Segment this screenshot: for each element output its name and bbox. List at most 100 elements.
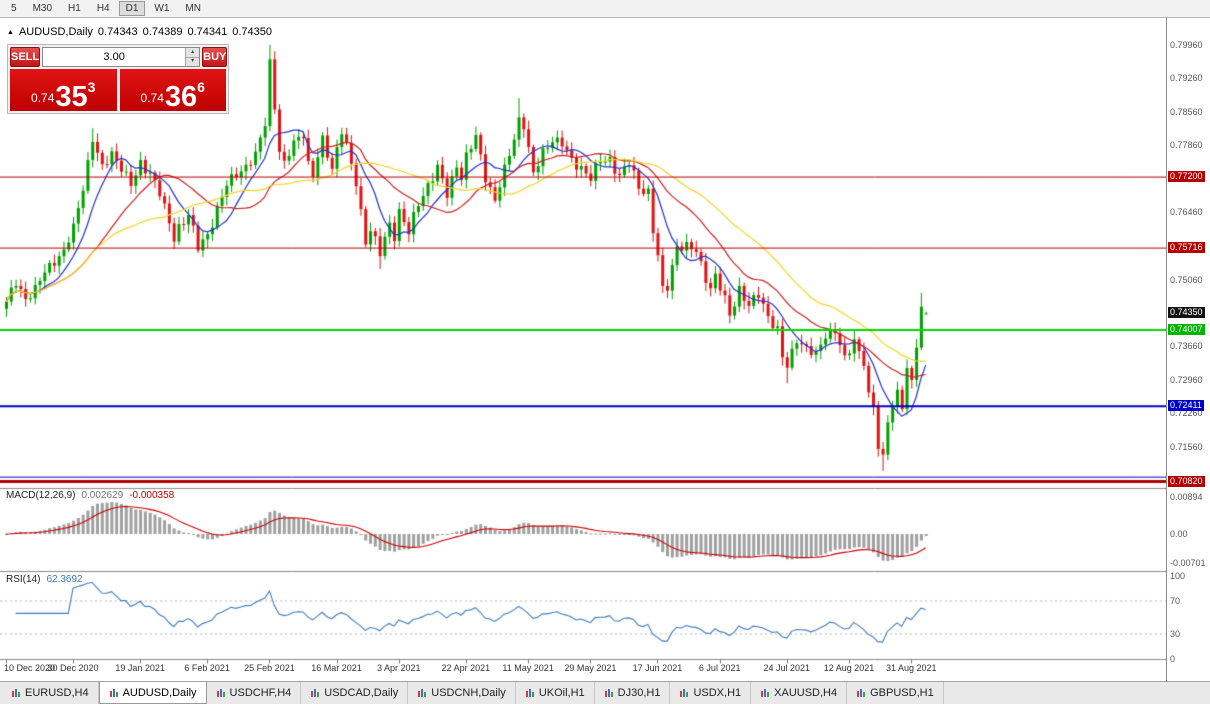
chart-icon [109, 688, 118, 697]
bid-price[interactable]: 0.74 35 3 [10, 69, 117, 111]
bid-pipette: 3 [87, 79, 96, 95]
chart-tab-AUDUSD,Daily[interactable]: AUDUSD,Daily [98, 682, 207, 704]
tab-label: DJ30,H1 [617, 687, 661, 699]
chart-tab-USDCAD,Daily[interactable]: USDCAD,Daily [301, 682, 409, 704]
chart-tab-USDCNH,Daily[interactable]: USDCNH,Daily [408, 682, 516, 704]
macd-main-value: 0.002629 [81, 490, 124, 501]
bid-prefix: 0.74 [31, 91, 55, 105]
axis-label: 0.00 [1170, 529, 1188, 539]
tab-label: XAUUSD,H4 [774, 687, 838, 699]
axis-label: 0.73660 [1170, 341, 1203, 352]
axis-label: 0.72260 [1170, 408, 1203, 419]
close-value: 0.74350 [232, 26, 272, 38]
timeframe-toolbar: 5 M30 H1 H4 D1 W1 MN [0, 0, 1210, 18]
axis-label: 0.71560 [1170, 441, 1203, 452]
chart-icon [311, 689, 320, 697]
price-line-label: 0.74007 [1168, 323, 1205, 335]
price-axis[interactable]: 0.79960 0.79260 0.78560 0.77860 0.76460 0.750… [1166, 18, 1210, 681]
date-label: 6 Feb 2021 [184, 663, 230, 673]
timeframe-button-D1[interactable]: D1 [118, 1, 146, 16]
ask-pipette: 6 [197, 79, 205, 95]
chart-tab-EURUSD,H4[interactable]: EURUSD,H4 [2, 682, 99, 704]
date-label: 31 Aug 2021 [886, 663, 937, 673]
axis-label: 100 [1170, 571, 1186, 582]
price-line-label: 0.77200 [1168, 171, 1205, 183]
axis-label: 0.72960 [1170, 374, 1203, 385]
timeframe-button-H1[interactable]: H1 [61, 1, 88, 16]
tab-label: UKOil,H1 [538, 687, 585, 699]
low-value: 0.74341 [187, 26, 228, 38]
chart-icon [216, 689, 225, 697]
high-value: 0.74389 [142, 26, 183, 38]
date-label: 3 Apr 2021 [376, 663, 421, 673]
macd-header: MACD(12,26,9) 0.002629 -0.000358 [6, 490, 174, 501]
timeframe-button-5[interactable]: 5 [4, 1, 24, 16]
chart-tabs-bar: EURUSD,H4 AUDUSD,Daily USDCHF,H4 USDCAD,Dai… [0, 681, 1210, 704]
timeframe-button-MN[interactable]: MN [178, 1, 208, 16]
date-label: 16 Mar 2021 [311, 663, 362, 673]
axis-label: 30 [1170, 629, 1181, 639]
date-label: 22 Apr 2021 [441, 663, 491, 673]
chart-icon [418, 689, 427, 697]
chart-tab-USDCHF,H4[interactable]: USDCHF,H4 [207, 682, 302, 704]
chart-tab-DJ30,H1[interactable]: DJ30,H1 [595, 682, 671, 704]
axis-label: -0.00701 [1170, 557, 1206, 568]
open-value: 0.74343 [97, 26, 138, 38]
volume-down-button[interactable]: ▾ [186, 57, 200, 66]
price-line-label: 0.74350 [1168, 307, 1205, 319]
date-label: 24 Jul 2021 [763, 663, 811, 673]
chart-icon [680, 689, 689, 697]
tab-label: AUDUSD,Daily [122, 686, 197, 699]
axis-label: 70 [1170, 596, 1181, 606]
date-label: 17 Jun 2021 [632, 663, 683, 673]
tab-label: USDCAD,Daily [324, 687, 399, 699]
tab-label: USDCHF,H4 [229, 687, 292, 699]
axis-label: 0.77860 [1170, 140, 1203, 151]
tab-label: EURUSD,H4 [25, 687, 89, 699]
price-line-label: 0.70820 [1168, 476, 1205, 488]
volume-input[interactable] [43, 48, 186, 66]
price-line-label: 0.72411 [1168, 400, 1204, 412]
date-label: 19 Jan 2021 [115, 663, 165, 673]
buy-button[interactable]: BUY [202, 47, 228, 67]
chart-tab-XAUUSD,H4[interactable]: XAUUSD,H4 [751, 682, 848, 704]
rsi-value: 62.3692 [46, 574, 83, 585]
volume-control[interactable]: ▴ ▾ [42, 47, 201, 67]
price-line-label: 0.75716 [1168, 242, 1205, 254]
sell-button[interactable]: SELL [10, 47, 41, 67]
date-label: 10 Dec 2020 [4, 663, 56, 673]
ask-prefix: 0.74 [140, 91, 164, 105]
axis-label: 0.78560 [1170, 106, 1203, 117]
macd-title: MACD(12,26,9) [6, 490, 76, 501]
timeframe-button-W1[interactable]: W1 [147, 1, 176, 16]
axis-label: 0 [1170, 653, 1176, 664]
chart-icon [12, 689, 20, 697]
date-label: 12 Aug 2021 [823, 663, 875, 673]
price-chart-canvas[interactable] [0, 18, 1166, 681]
chart-tab-UKOil,H1[interactable]: UKOil,H1 [516, 682, 595, 704]
date-label: 30 Dec 2020 [47, 663, 99, 673]
axis-label: 0.79260 [1170, 73, 1203, 84]
volume-spinner: ▴ ▾ [185, 48, 200, 66]
bid-big-digits: 35 [55, 80, 88, 113]
time-axis[interactable]: 10 Dec 2020 30 Dec 2020 19 Jan 2021 6 Feb 2… [0, 659, 1166, 681]
ask-price[interactable]: 0.74 36 6 [119, 69, 226, 113]
volume-up-button[interactable]: ▴ [186, 48, 200, 58]
symbol-label: AUDUSD,Daily [18, 26, 93, 38]
axis-label: 0.79960 [1170, 40, 1203, 50]
date-label: 25 Feb 2021 [244, 663, 295, 673]
timeframe-button-M30[interactable]: M30 [26, 1, 59, 16]
chart-tab-GBPUSD,H1[interactable]: GBPUSD,H1 [847, 682, 944, 704]
date-label: 11 May 2021 [502, 663, 554, 673]
chart-tab-USDX,H1[interactable]: USDX,H1 [670, 682, 752, 704]
chart-icon [761, 689, 770, 697]
tab-label: USDCNH,Daily [431, 687, 506, 699]
axis-label: 0.76460 [1170, 207, 1203, 218]
macd-signal-value: -0.000358 [129, 490, 175, 501]
date-label: 6 Jul 2021 [698, 663, 741, 673]
date-label: 29 May 2021 [564, 663, 617, 673]
rsi-header: RSI(14) 62.3692 [6, 574, 83, 585]
ask-big-digits: 36 [164, 80, 198, 113]
timeframe-button-H4[interactable]: H4 [90, 1, 117, 16]
chart-icon [604, 689, 613, 697]
